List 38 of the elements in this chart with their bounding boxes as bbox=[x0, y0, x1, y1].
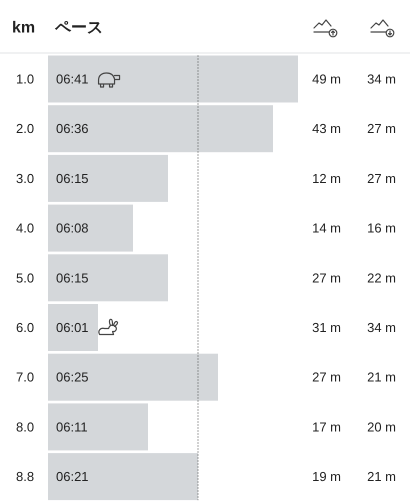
data-label: 06:25 bbox=[56, 370, 89, 385]
text: 12 m bbox=[312, 170, 341, 186]
text: 19 m bbox=[312, 469, 341, 484]
text: 27 m bbox=[312, 270, 341, 286]
text: 27 m bbox=[367, 170, 396, 186]
data-label: 06:15 bbox=[56, 270, 89, 286]
text: 22 m bbox=[367, 270, 396, 286]
y-tick-label: 1.0 bbox=[16, 72, 34, 86]
y-tick-label: 5.0 bbox=[16, 270, 34, 286]
data-label: 06:21 bbox=[56, 469, 89, 484]
y-tick-label: 6.0 bbox=[16, 320, 34, 335]
text: 31 m bbox=[312, 320, 341, 335]
y-axis-title: km bbox=[12, 20, 36, 36]
text: 20 m bbox=[367, 419, 396, 434]
data-label: 06:15 bbox=[56, 170, 89, 186]
text: 27 m bbox=[312, 370, 341, 385]
text: 21 m bbox=[367, 469, 396, 484]
text: 34 m bbox=[367, 320, 396, 335]
text: 34 m bbox=[367, 72, 396, 86]
text: 21 m bbox=[367, 370, 396, 385]
data-label: 06:41 bbox=[56, 72, 89, 86]
y-tick-label: 3.0 bbox=[16, 170, 34, 186]
y-tick-label: 7.0 bbox=[16, 370, 34, 385]
data-label: 06:08 bbox=[56, 220, 89, 236]
y-tick-label: 8.8 bbox=[16, 469, 34, 484]
data-label: 06:11 bbox=[56, 419, 88, 434]
data-label: 06:36 bbox=[56, 121, 89, 136]
text: 17 m bbox=[312, 419, 341, 434]
text: 43 m bbox=[312, 121, 341, 136]
x-axis-title: ペース bbox=[54, 20, 103, 36]
data-label: 06:01 bbox=[56, 320, 89, 335]
text: 16 m bbox=[367, 220, 396, 236]
text: 49 m bbox=[312, 72, 341, 86]
y-tick-label: 4.0 bbox=[16, 220, 34, 236]
text: 27 m bbox=[367, 121, 396, 136]
y-tick-label: 2.0 bbox=[16, 121, 34, 136]
text: 14 m bbox=[312, 220, 341, 236]
y-tick-label: 8.0 bbox=[16, 419, 34, 434]
